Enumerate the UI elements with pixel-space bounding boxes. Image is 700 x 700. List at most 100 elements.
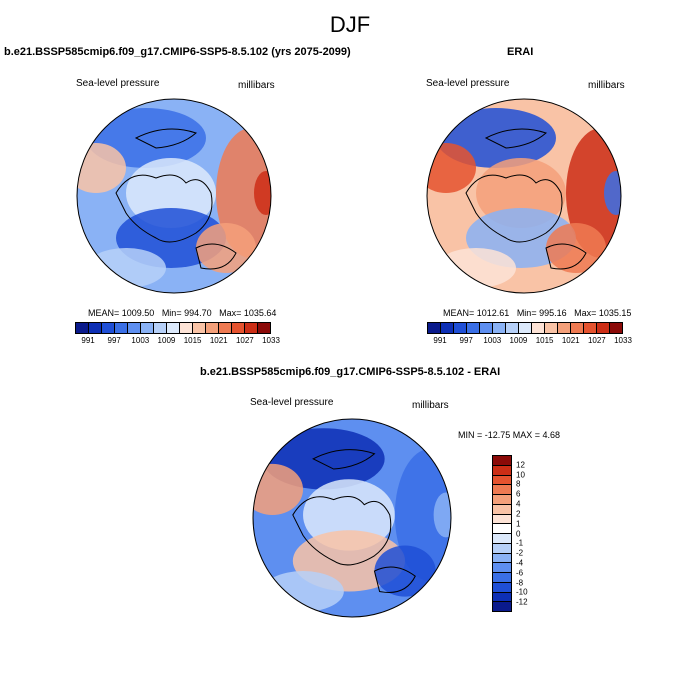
colorbar-swatch [493,323,506,333]
colorbar-swatch [180,323,193,333]
panel2-min: Min= 995.16 [516,308,567,318]
coastline [115,128,237,270]
colorbar-tick-label: -8 [516,578,524,588]
colorbar-swatch [206,323,219,333]
pressure-contour-region [196,223,256,273]
colorbar-tick-label: 4 [516,499,521,509]
colorbar-tick-label: 1033 [262,336,280,345]
colorbar-swatch [493,534,511,544]
colorbar-tick-label: 1021 [209,336,228,345]
panel2-mean: MEAN= 1012.61 [443,308,510,318]
panel3-variable-label: Sea-level pressure [250,397,334,408]
colorbar-swatch [493,592,511,603]
colorbar-tick-label: 1003 [483,336,502,345]
colorbar-tick-label: -10 [516,587,528,597]
colorbar-tick-label: -1 [516,538,524,548]
colorbar-swatch [89,323,102,333]
pressure-contour-region [433,492,451,538]
panel2-map [426,98,622,294]
colorbar-tick-label: 1009 [157,336,176,345]
panel2-variable-label: Sea-level pressure [426,78,510,89]
panel1-colorbar: 991 997 1003 1009 1015 1021 1027 1033 [75,322,280,346]
colorbar-tick-label: 1 [516,519,521,529]
colorbar-swatch [493,475,511,486]
colorbar-swatch [519,323,532,333]
coastline [292,449,416,593]
colorbar-tick-label: 1027 [235,336,254,345]
colorbar-tick-label: 1015 [535,336,554,345]
panel1-min: Min= 994.70 [161,308,212,318]
colorbar-swatch [480,323,493,333]
panel1-variable-label: Sea-level pressure [76,78,160,89]
panel3-units-label: millibars [412,400,449,411]
colorbar-tick-label: 12 [516,460,525,470]
colorbar-tick-label: 6 [516,489,521,499]
panel3-title: b.e21.BSSP585cmip6.f09_g17.CMIP6-SSP5-8.… [200,366,501,378]
polar-map-svg [252,418,452,618]
colorbar-swatch [610,323,622,333]
panel2-max: Max= 1035.15 [574,308,632,318]
map-boundary [76,98,272,294]
panel1-mean: MEAN= 1009.50 [88,308,155,318]
pressure-contour-region [374,545,436,597]
colorbar-swatch [493,582,511,593]
polar-map-svg [426,98,622,294]
colorbar-tick-label: 991 [433,336,447,345]
colorbar-swatch [545,323,558,333]
colorbar-swatch [76,323,89,333]
colorbar-swatch [493,573,511,583]
colorbar-swatch [493,553,511,564]
pressure-contour-region [254,171,271,215]
colorbar-swatch [493,602,511,611]
colorbar-swatch [506,323,519,333]
colorbar-tick-label: 10 [516,470,525,480]
colorbar-swatch [493,543,511,554]
colorbar-tick-label: 997 [107,336,121,345]
colorbar-swatch [493,524,511,534]
polar-map-svg [76,98,272,294]
colorbar-swatch [493,465,511,476]
coastline [465,128,587,270]
panel1-title: b.e21.BSSP585cmip6.f09_g17.CMIP6-SSP5-8.… [4,46,351,58]
panel3-colorbar: 12 10 8 6 4 2 1 0 -1 -2 -4 -6 -8 -10 -12 [492,455,542,612]
colorbar-swatch [597,323,610,333]
colorbar-swatch [193,323,206,333]
colorbar-swatch [493,495,511,505]
pressure-contour-region [86,248,166,288]
colorbar-swatch [571,323,584,333]
pressure-contour-region [262,571,344,612]
colorbar-swatch [115,323,128,333]
colorbar-tick-label: -2 [516,548,524,558]
colorbar-swatch [558,323,571,333]
colorbar-tick-label: 1009 [509,336,528,345]
colorbar-swatch [493,514,511,525]
colorbar-tick-label: 1021 [561,336,580,345]
colorbar-swatch [428,323,441,333]
pressure-contour-region [436,248,516,288]
colorbar-tick-label: 1003 [131,336,150,345]
colorbar-swatch [467,323,480,333]
colorbar-swatch [219,323,232,333]
panel2-title: ERAI [507,46,534,58]
panel1-max: Max= 1035.64 [219,308,277,318]
pressure-contour-region [546,223,606,273]
colorbar-tick-label: 8 [516,479,521,489]
colorbar-tick-label: 991 [81,336,95,345]
colorbar-swatch [245,323,258,333]
colorbar-tick-label: -4 [516,558,524,568]
colorbar-swatch [441,323,454,333]
colorbar-tick-label: 1015 [183,336,202,345]
figure-title: DJF [329,12,371,37]
colorbar-tick-label: -6 [516,568,524,578]
colorbar-swatch [154,323,167,333]
colorbar-tick-label: 0 [516,529,521,538]
colorbar-swatch [141,323,154,333]
panel3-minmax: MIN = -12.75 MAX = 4.68 [458,430,561,440]
colorbar-swatch [167,323,180,333]
colorbar-swatch [232,323,245,333]
colorbar-swatch [493,504,511,515]
colorbar-tick-label: 997 [459,336,473,345]
colorbar-swatch [128,323,141,333]
panel2-units-label: millibars [588,80,625,91]
colorbar-swatch [454,323,467,333]
